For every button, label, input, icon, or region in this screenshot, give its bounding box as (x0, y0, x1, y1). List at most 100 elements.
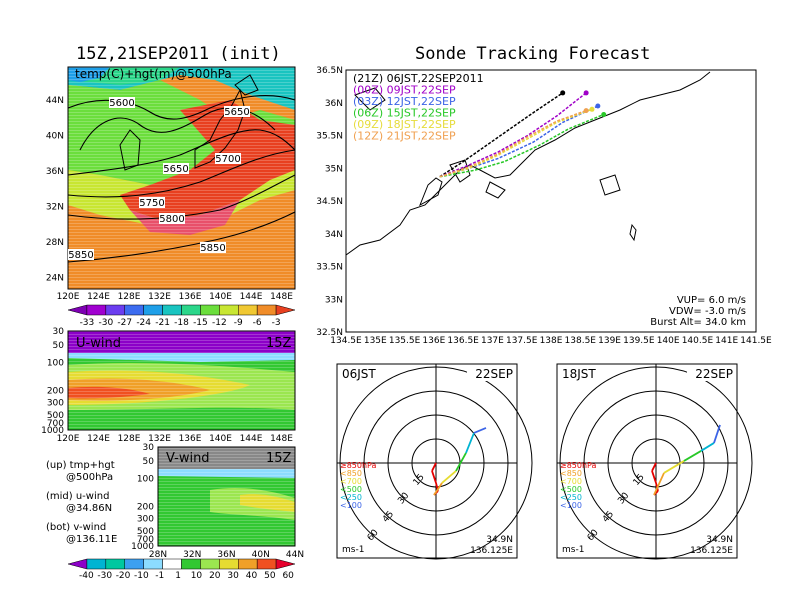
lat-tick-label: 24N (46, 274, 64, 284)
hodo-legend-entry: <250 (560, 493, 582, 502)
lon-tick-label: 136E (179, 434, 202, 444)
colorbar-tick: -24 (136, 318, 151, 328)
hodo-legend-entry: <250 (340, 493, 362, 502)
hodo-time-bg (558, 365, 602, 381)
contour-label: 5600 (109, 98, 134, 109)
colorbar-tick: -6 (253, 318, 262, 328)
lat-tick-label: 40N (252, 550, 270, 560)
pressure-tick: 50 (53, 341, 65, 351)
lon-tick-label: 135E (364, 336, 387, 346)
hodograph-segment (713, 424, 721, 444)
lon-tick-label: 144E (240, 434, 263, 444)
colorbar-swatch (124, 304, 144, 316)
hodo-legend-entry: <100 (340, 501, 362, 510)
hodo-legend-entry: ≥850hPa (340, 461, 377, 470)
hodograph-segment (441, 470, 457, 484)
init-map-frame (67, 66, 296, 290)
temperature-field (68, 67, 295, 289)
pressure-tick: 200 (47, 386, 64, 396)
legend-entry: (00Z) 09JST,22SEP (353, 84, 456, 97)
track-line (439, 108, 593, 178)
lat-tick-label: 28N (46, 238, 64, 248)
hodo-legend-entry: <500 (340, 485, 362, 494)
lon-tick-label: 120E (57, 434, 80, 444)
map-label: temp(C)+hgt(m)@500hPa (75, 67, 232, 81)
lat-tick-label: 44N (46, 96, 64, 106)
contour-label-bg (163, 163, 189, 174)
contour-label: 5700 (215, 154, 240, 165)
legend-entry: (09Z) 18JST,22SEP (353, 118, 456, 131)
hodograph-segment (431, 462, 437, 472)
temp-colorbar: -33 -30 -27 -24 -21 -18 -15 -12 -9 -6 -3 (67, 304, 296, 328)
hodograph-segment (651, 462, 657, 472)
colorbar-tick: -9 (234, 318, 243, 328)
pressure-tick: 100 (137, 475, 154, 485)
wind-colorbar: -40 -30 -20 -10 -1 1 10 20 30 40 50 60 (67, 558, 296, 581)
colorbar-swatch (162, 558, 182, 570)
lon-tick-label: 139.5E (623, 336, 655, 346)
hodo-time: 06JST (342, 367, 376, 381)
lon-tick-label: 128E (118, 292, 141, 302)
colorbar-tick: 10 (191, 571, 203, 581)
hodo-lat: 34.9N (486, 535, 513, 545)
lon-tick-label: 141E (715, 336, 738, 346)
colorbar-tick: -40 (79, 571, 94, 581)
contour-label-bg (68, 249, 94, 260)
colorbar-tick: 20 (209, 571, 221, 581)
note-mid: (mid) u-wind @34.86N (46, 491, 113, 514)
lon-tick-label: 120E (57, 292, 80, 302)
contour-label-bg (159, 213, 185, 224)
colorbar-swatch (200, 558, 220, 570)
lon-tick-label: 136.5E (447, 336, 479, 346)
lon-tick-label: 135.5E (389, 336, 421, 346)
colorbar-swatch (162, 304, 182, 316)
lat-tick-label: 36N (46, 167, 64, 177)
colorbar-tick: 1 (175, 571, 181, 581)
hodograph-segment (455, 452, 467, 472)
colorbar-swatch (86, 558, 107, 570)
hodo-legend-entry: <850 (340, 469, 362, 478)
uwind-label: U-wind (76, 336, 121, 351)
pressure-tick: 200 (137, 502, 154, 512)
colorbar-tick: -21 (155, 318, 170, 328)
lon-tick-label: 144E (240, 292, 263, 302)
colorbar-tick: -12 (212, 318, 227, 328)
uwind-field (68, 331, 295, 430)
colorbar-tick: -30 (98, 318, 113, 328)
hodo-time-bg (338, 365, 382, 381)
lon-tick-label: 132E (148, 434, 171, 444)
tracking-lon-ticks: 134.5E 135E 135.5E 136E 136.5E 137E 137.5E 138E… (330, 336, 772, 346)
hodo-date-bg (687, 365, 736, 381)
colorbar-swatch (105, 558, 125, 570)
pressure-tick: 500 (47, 411, 64, 421)
lat-tick-label: 28N (149, 550, 167, 560)
lon-tick-label: 138.5E (565, 336, 597, 346)
pressure-tick: 500 (137, 527, 154, 537)
lon-tick-label: 124E (87, 434, 110, 444)
hodo-legend-entry: <100 (560, 501, 582, 510)
lon-tick-label: 140.5E (682, 336, 714, 346)
init-title: 15Z,21SEP2011 (init) (76, 44, 281, 64)
colorbar-swatch (86, 304, 107, 316)
lon-tick-label: 140E (209, 434, 232, 444)
hodo-legend-entry: <850 (560, 469, 582, 478)
tracking-coastline (345, 71, 711, 256)
colorbar-swatch (256, 304, 277, 316)
lon-tick-label: 134.5E (330, 336, 362, 346)
hodo-unit: ms-1 (342, 545, 364, 555)
lon-tick-label: 124E (87, 292, 110, 302)
hodo-date: 22SEP (695, 367, 733, 381)
lat-tick-label: 36N (217, 550, 235, 560)
lon-tick-label: 128E (118, 434, 141, 444)
note-bot: (bot) v-wind @136.11E (46, 522, 118, 545)
vwind-field (158, 447, 295, 546)
contour-label: 5750 (139, 198, 164, 209)
param-text: Burst Alt= 34.0 km (650, 317, 746, 328)
colorbar-swatch (219, 304, 239, 316)
hodograph-segment (473, 427, 487, 434)
